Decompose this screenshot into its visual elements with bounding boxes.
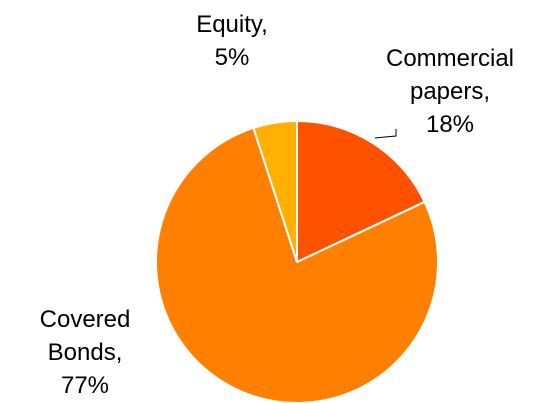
data-label-line: Equity, bbox=[196, 11, 268, 38]
data-label-line: papers, bbox=[410, 78, 490, 105]
data-label-equity: Equity, 5% bbox=[196, 11, 268, 71]
leader-lines-layer bbox=[374, 129, 397, 139]
leader-line-commercial-papers bbox=[374, 129, 397, 139]
data-label-commercial-papers: Commercial papers, 18% bbox=[386, 45, 514, 138]
pie-slice-commercial-papers bbox=[296, 120, 426, 263]
data-label-line: Covered bbox=[40, 306, 131, 333]
data-label-line: 18% bbox=[426, 111, 474, 138]
data-label-line: Bonds, bbox=[48, 339, 123, 366]
data-label-line: 77% bbox=[61, 372, 109, 399]
pie-slice-equity bbox=[252, 120, 298, 263]
slices-layer bbox=[155, 120, 439, 403]
pie-slice-covered-bonds bbox=[155, 126, 439, 403]
data-label-line: 5% bbox=[215, 44, 250, 71]
data-label-covered-bonds: Covered Bonds, 77% bbox=[40, 306, 131, 399]
labels-layer: Commercial papers, 18% Covered Bonds, 77% Equi… bbox=[40, 11, 514, 399]
data-label-line: Commercial bbox=[386, 45, 514, 72]
